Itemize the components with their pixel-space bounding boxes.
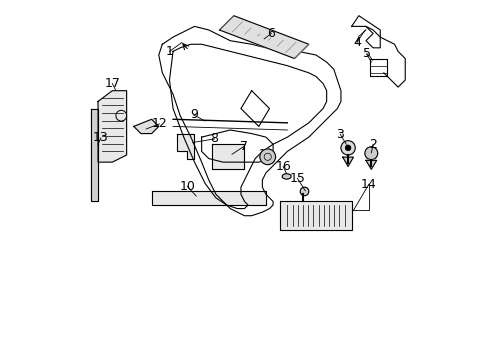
Text: 9: 9	[189, 108, 197, 121]
Polygon shape	[212, 144, 244, 169]
Text: 2: 2	[368, 138, 376, 151]
Circle shape	[364, 147, 377, 159]
Text: 15: 15	[289, 172, 305, 185]
Polygon shape	[151, 191, 265, 205]
Text: 10: 10	[179, 180, 195, 193]
Circle shape	[340, 141, 354, 155]
Polygon shape	[98, 91, 126, 162]
Polygon shape	[365, 160, 376, 169]
Text: 7: 7	[240, 140, 248, 153]
Circle shape	[300, 187, 308, 196]
Polygon shape	[176, 134, 194, 158]
Polygon shape	[342, 157, 353, 166]
Text: 17: 17	[104, 77, 120, 90]
Polygon shape	[219, 16, 308, 59]
Text: 6: 6	[267, 27, 275, 40]
Polygon shape	[280, 202, 351, 230]
Text: 5: 5	[362, 48, 370, 60]
Circle shape	[345, 145, 350, 151]
Text: 14: 14	[360, 178, 376, 191]
Ellipse shape	[282, 174, 290, 179]
Text: 3: 3	[336, 128, 344, 141]
Polygon shape	[134, 119, 159, 134]
Text: 4: 4	[352, 36, 360, 49]
Text: 8: 8	[210, 132, 218, 145]
Text: 13: 13	[93, 131, 108, 144]
Text: 12: 12	[151, 117, 167, 130]
Circle shape	[259, 149, 275, 165]
Polygon shape	[91, 109, 98, 202]
Text: 16: 16	[275, 160, 290, 173]
Text: 1: 1	[165, 45, 173, 58]
Text: 11: 11	[258, 148, 274, 161]
